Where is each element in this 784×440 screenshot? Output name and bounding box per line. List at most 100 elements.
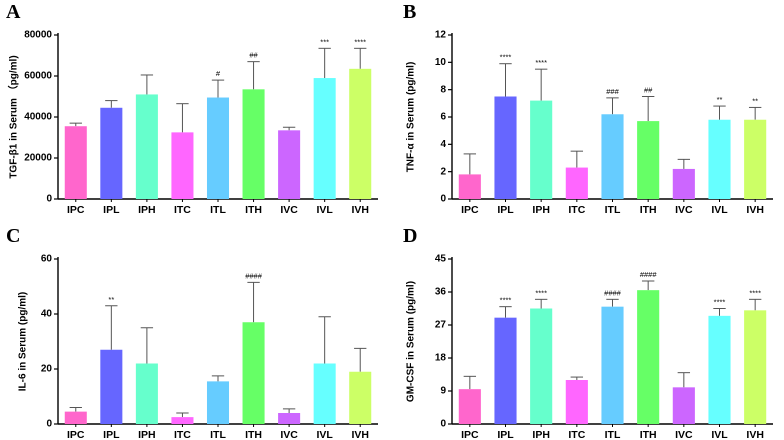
x-tick-label: IVL bbox=[316, 204, 333, 216]
chart-panel-c: C IL-6 in Serum (pg/ml) 0 20 40 60 IPC ** IPL IPH… bbox=[6, 225, 378, 440]
bar-ivl bbox=[708, 119, 731, 199]
bar-ith bbox=[242, 322, 265, 424]
x-tick-label: ITL bbox=[605, 204, 621, 216]
y-tick-label: 12 bbox=[435, 30, 447, 41]
y-tick-label: 0 bbox=[46, 419, 52, 430]
bar-ipl bbox=[494, 96, 517, 199]
panel-letter: D bbox=[403, 225, 417, 247]
y-axis-label: TNF-α in Serum (pg/ml) bbox=[406, 62, 417, 173]
significance-label: **** bbox=[500, 53, 512, 62]
y-tick-label: 40 bbox=[41, 309, 53, 320]
bar-ivh bbox=[744, 119, 767, 199]
x-tick-label: IPH bbox=[138, 429, 156, 440]
x-tick-label: IVH bbox=[351, 429, 369, 440]
x-tick-label: ITH bbox=[245, 429, 262, 440]
significance-label: #### bbox=[604, 288, 622, 297]
x-tick-label: IVL bbox=[711, 429, 728, 440]
x-tick-label: IPC bbox=[67, 429, 85, 440]
bar-ipl bbox=[100, 349, 123, 424]
significance-label: ## bbox=[644, 86, 653, 95]
bar-ivh bbox=[744, 310, 767, 424]
bar-ith bbox=[637, 290, 660, 424]
x-tick-label: ITH bbox=[640, 429, 657, 440]
y-tick-label: 20000 bbox=[24, 153, 52, 164]
significance-label: ** bbox=[717, 95, 723, 104]
x-tick-label: IPC bbox=[461, 204, 479, 216]
bar-itc bbox=[565, 380, 588, 424]
x-tick-label: ITH bbox=[245, 204, 262, 216]
x-tick-label: ITH bbox=[640, 204, 657, 216]
x-tick-label: IPL bbox=[497, 204, 514, 216]
bar-iph bbox=[135, 94, 158, 199]
x-tick-label: IPL bbox=[103, 429, 120, 440]
y-tick-label: 0 bbox=[440, 194, 446, 205]
bar-ivc bbox=[278, 130, 301, 199]
significance-label: #### bbox=[245, 271, 263, 280]
y-tick-label: 4 bbox=[440, 139, 446, 150]
x-tick-label: IVL bbox=[316, 429, 333, 440]
bar-ivc bbox=[672, 387, 695, 424]
chart-panel-d: D GM-CSF in Serum (pg/ml) 0 9 18 27 36 45 IPC ***… bbox=[403, 225, 773, 440]
significance-label: # bbox=[216, 69, 221, 78]
x-tick-label: ITL bbox=[210, 204, 226, 216]
bar-iph bbox=[135, 363, 158, 424]
chart-panel-a: A TGF-β1 in Serum （pg/ml) 0 20000 40000 60000… bbox=[6, 1, 378, 216]
bar-ivh bbox=[349, 371, 372, 424]
x-tick-label: ITL bbox=[605, 429, 621, 440]
y-tick-label: 2 bbox=[440, 166, 446, 177]
panel-letter: B bbox=[403, 1, 416, 23]
bar-ivh bbox=[349, 68, 372, 199]
significance-label: ## bbox=[249, 51, 258, 60]
significance-label: **** bbox=[714, 298, 726, 307]
y-tick-label: 0 bbox=[46, 194, 52, 205]
panel-letter: C bbox=[6, 225, 20, 247]
x-tick-label: ITL bbox=[210, 429, 226, 440]
y-axis-label: TGF-β1 in Serum （pg/ml) bbox=[7, 55, 20, 178]
x-tick-label: IPH bbox=[138, 204, 156, 216]
bar-ivl bbox=[708, 315, 731, 424]
significance-label: **** bbox=[535, 288, 547, 297]
significance-label: **** bbox=[500, 296, 512, 305]
bar-itl bbox=[601, 306, 624, 424]
bar-ipc bbox=[458, 174, 481, 199]
bar-ivl bbox=[313, 78, 336, 199]
x-tick-label: IPH bbox=[532, 204, 550, 216]
y-tick-label: 60000 bbox=[24, 71, 52, 82]
bar-ith bbox=[637, 121, 660, 199]
y-tick-label: 45 bbox=[435, 254, 447, 265]
x-tick-label: IPL bbox=[497, 429, 514, 440]
significance-label: ** bbox=[108, 295, 114, 304]
y-tick-label: 8 bbox=[440, 84, 446, 95]
bar-ivc bbox=[278, 413, 301, 424]
y-tick-label: 20 bbox=[41, 364, 53, 375]
bar-itl bbox=[601, 114, 624, 199]
significance-label: **** bbox=[535, 58, 547, 67]
x-tick-label: IVH bbox=[746, 429, 764, 440]
x-tick-label: IVH bbox=[351, 204, 369, 216]
x-tick-label: IVC bbox=[675, 429, 693, 440]
y-tick-label: 6 bbox=[440, 112, 446, 123]
panel-letter: A bbox=[6, 1, 21, 23]
x-tick-label: ITC bbox=[174, 429, 191, 440]
bar-ivl bbox=[313, 363, 336, 424]
significance-label: ### bbox=[606, 87, 619, 96]
x-tick-label: IPH bbox=[532, 429, 550, 440]
bar-ivc bbox=[672, 168, 695, 199]
y-tick-label: 10 bbox=[435, 57, 447, 68]
bar-iph bbox=[530, 100, 553, 199]
y-tick-label: 80000 bbox=[24, 30, 52, 41]
y-tick-label: 9 bbox=[440, 386, 446, 397]
x-tick-label: ITC bbox=[174, 204, 191, 216]
y-tick-label: 0 bbox=[440, 419, 446, 430]
y-tick-label: 40000 bbox=[24, 112, 52, 123]
bar-itc bbox=[565, 167, 588, 199]
bar-ipl bbox=[494, 317, 517, 424]
bar-ipc bbox=[64, 411, 87, 424]
x-tick-label: IVC bbox=[280, 429, 298, 440]
bar-itl bbox=[206, 381, 230, 424]
bar-ipl bbox=[100, 107, 123, 199]
y-axis-label: IL-6 in Serum (pg/ml) bbox=[18, 292, 29, 391]
y-axis-label: GM-CSF in Serum (pg/ml) bbox=[406, 281, 417, 402]
significance-label: #### bbox=[640, 270, 658, 279]
x-tick-label: IPC bbox=[67, 204, 85, 216]
